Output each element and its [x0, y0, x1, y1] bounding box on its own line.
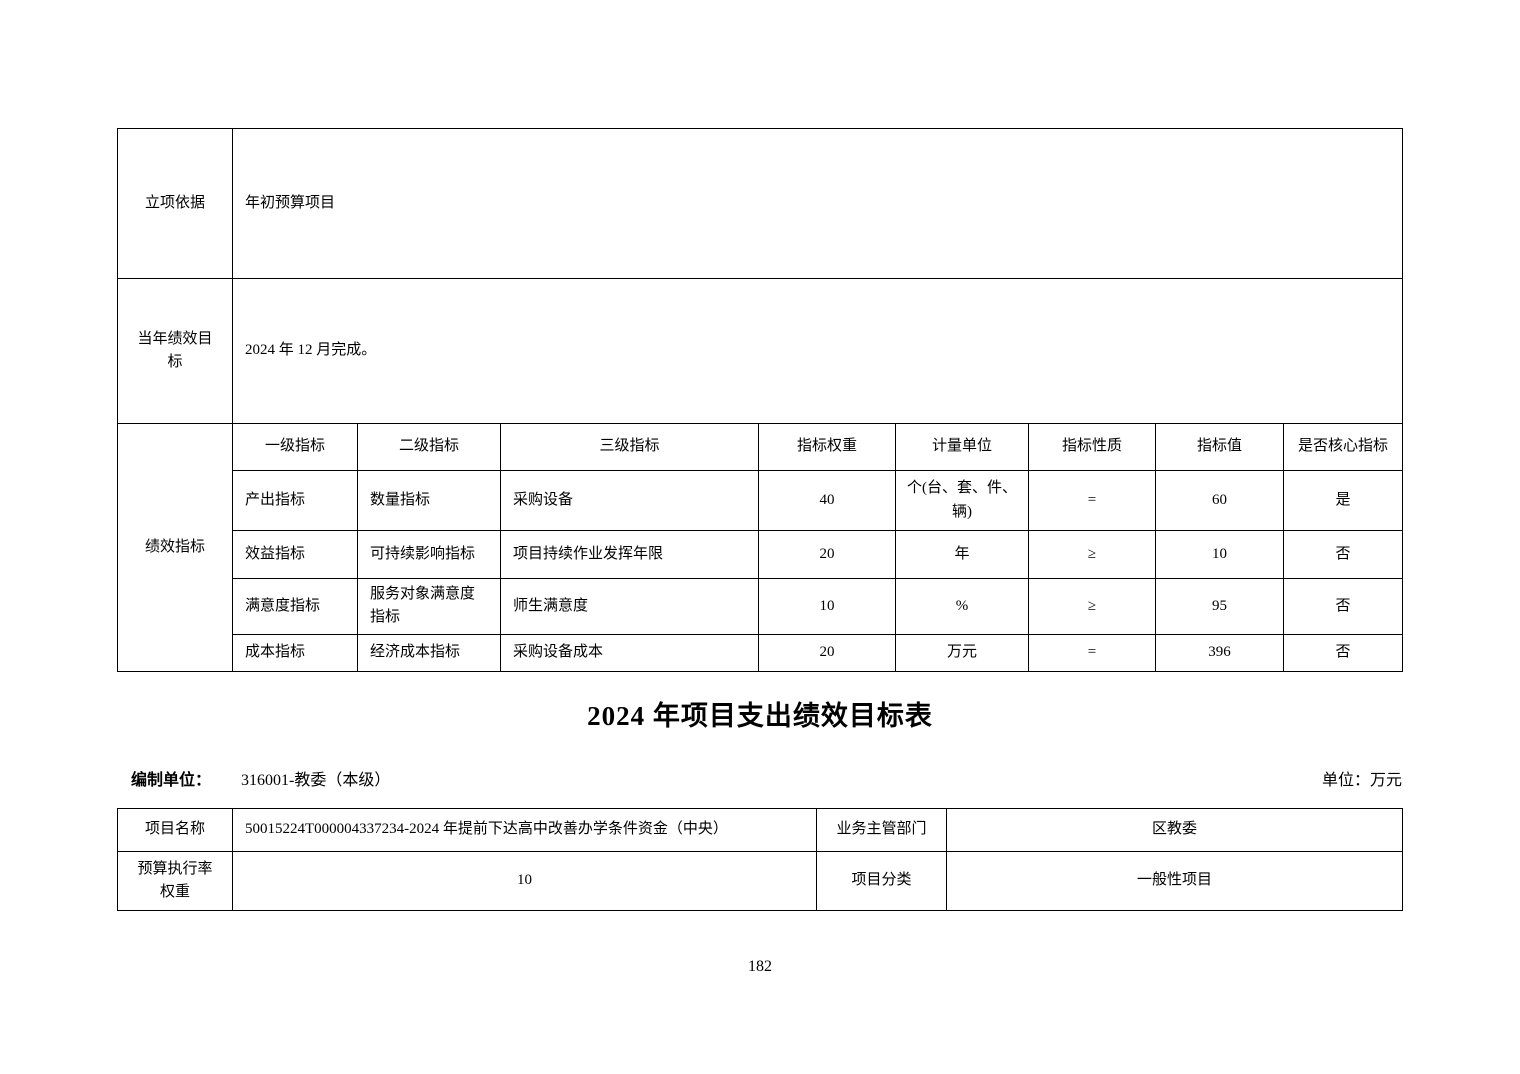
table-row: 项目名称 50015224T000004337234-2024 年提前下达高中改… [117, 808, 1403, 852]
row-label-project-category: 项目分类 [816, 851, 947, 911]
indicator-cell: 效益指标 [232, 530, 358, 579]
indicator-cell: 经济成本指标 [357, 633, 501, 672]
column-header-nature: 指标性质 [1028, 423, 1156, 471]
indicator-cell: 个(台、套、件、辆) [895, 470, 1029, 531]
indicator-cell: 95 [1155, 578, 1284, 635]
indicator-header-row: 绩效指标 一级指标 二级指标 三级指标 指标权重 计量单位 指标性质 指标值 是… [117, 423, 1404, 672]
indicator-cell: 20 [758, 633, 896, 672]
currency-unit-label: 单位：万元 [1321, 772, 1402, 789]
indicator-cell: 20 [758, 530, 896, 579]
indicator-cell: 60 [1155, 470, 1284, 531]
table-row: 当年绩效目标 2024 年 12 月完成。 [117, 278, 1404, 424]
indicator-cell: 成本指标 [232, 633, 358, 672]
indicator-row: 成本指标 经济成本指标 采购设备成本 20 万元 = 396 否 [118, 633, 1404, 672]
project-info-table: 项目名称 50015224T000004337234-2024 年提前下达高中改… [117, 808, 1403, 911]
indicator-cell: 否 [1282, 578, 1404, 635]
row-label-project-basis: 立项依据 [117, 128, 233, 279]
indicator-cell: 10 [758, 578, 896, 635]
page-number: 182 [748, 958, 772, 975]
column-header-weight: 指标权重 [758, 423, 896, 471]
supervising-department-value: 区教委 [946, 808, 1403, 852]
indicator-row: 满意度指标 服务对象满意度指标 师生满意度 10 % ≥ 95 否 [118, 578, 1404, 635]
meta-row: 编制单位： 316001-教委（本级） 单位：万元 [117, 766, 1402, 790]
indicator-cell: 采购设备成本 [500, 633, 759, 672]
indicator-cell: 396 [1155, 633, 1284, 672]
indicator-cell: 是 [1282, 470, 1404, 531]
indicator-cell: 采购设备 [500, 470, 759, 531]
column-header-level2: 二级指标 [357, 423, 501, 471]
indicator-cell: 10 [1155, 530, 1284, 579]
indicator-cell: 否 [1282, 530, 1404, 579]
indicator-cell: % [895, 578, 1029, 635]
indicator-cell: 师生满意度 [500, 578, 759, 635]
row-label-budget-execution-weight: 预算执行率权重 [117, 851, 233, 911]
indicator-cell: 数量指标 [357, 470, 501, 531]
indicator-cell: 否 [1282, 633, 1404, 672]
indicator-cell: 满意度指标 [232, 578, 358, 635]
indicator-cell: 服务对象满意度指标 [357, 578, 501, 635]
project-category-value: 一般性项目 [946, 851, 1403, 911]
indicator-cell: 年 [895, 530, 1029, 579]
indicator-cell: ≥ [1028, 578, 1156, 635]
column-header-unit: 计量单位 [895, 423, 1029, 471]
performance-target-table: 立项依据 年初预算项目 当年绩效目标 2024 年 12 月完成。 绩效指标 一… [117, 128, 1404, 672]
table-row: 立项依据 年初预算项目 [117, 128, 1404, 279]
indicator-cell: 产出指标 [232, 470, 358, 531]
indicator-row: 效益指标 可持续影响指标 项目持续作业发挥年限 20 年 ≥ 10 否 [118, 530, 1404, 579]
indicator-cell: 可持续影响指标 [357, 530, 501, 579]
annual-goal-value: 2024 年 12 月完成。 [231, 278, 1404, 424]
column-header-level3: 三级指标 [500, 423, 759, 471]
row-label-supervising-department: 业务主管部门 [816, 808, 947, 852]
row-label-annual-goal: 当年绩效目标 [117, 278, 233, 424]
column-header-value: 指标值 [1155, 423, 1284, 471]
project-basis-value: 年初预算项目 [231, 128, 1404, 279]
column-header-level1: 一级指标 [232, 423, 358, 471]
table-row: 预算执行率权重 10 项目分类 一般性项目 [117, 851, 1403, 911]
column-header-core: 是否核心指标 [1282, 423, 1404, 471]
indicator-cell: 万元 [895, 633, 1029, 672]
indicator-cell: 40 [758, 470, 896, 531]
prepared-by-label: 编制单位： [131, 772, 212, 789]
indicator-cell: 项目持续作业发挥年限 [500, 530, 759, 579]
indicator-row: 产出指标 数量指标 采购设备 40 个(台、套、件、辆) = 60 是 [118, 470, 1404, 531]
indicator-cell: ≥ [1028, 530, 1156, 579]
row-label-project-name: 项目名称 [117, 808, 233, 852]
page-title: 2024 年项目支出绩效目标表 [587, 701, 933, 731]
indicator-cell: = [1028, 633, 1156, 672]
indicator-cell: = [1028, 470, 1156, 531]
project-name-value: 50015224T000004337234-2024 年提前下达高中改善办学条件… [232, 808, 817, 852]
row-label-performance-indicators: 绩效指标 [117, 423, 233, 672]
budget-execution-weight-value: 10 [232, 851, 817, 911]
prepared-by-value: 316001-教委（本级） [241, 772, 391, 789]
